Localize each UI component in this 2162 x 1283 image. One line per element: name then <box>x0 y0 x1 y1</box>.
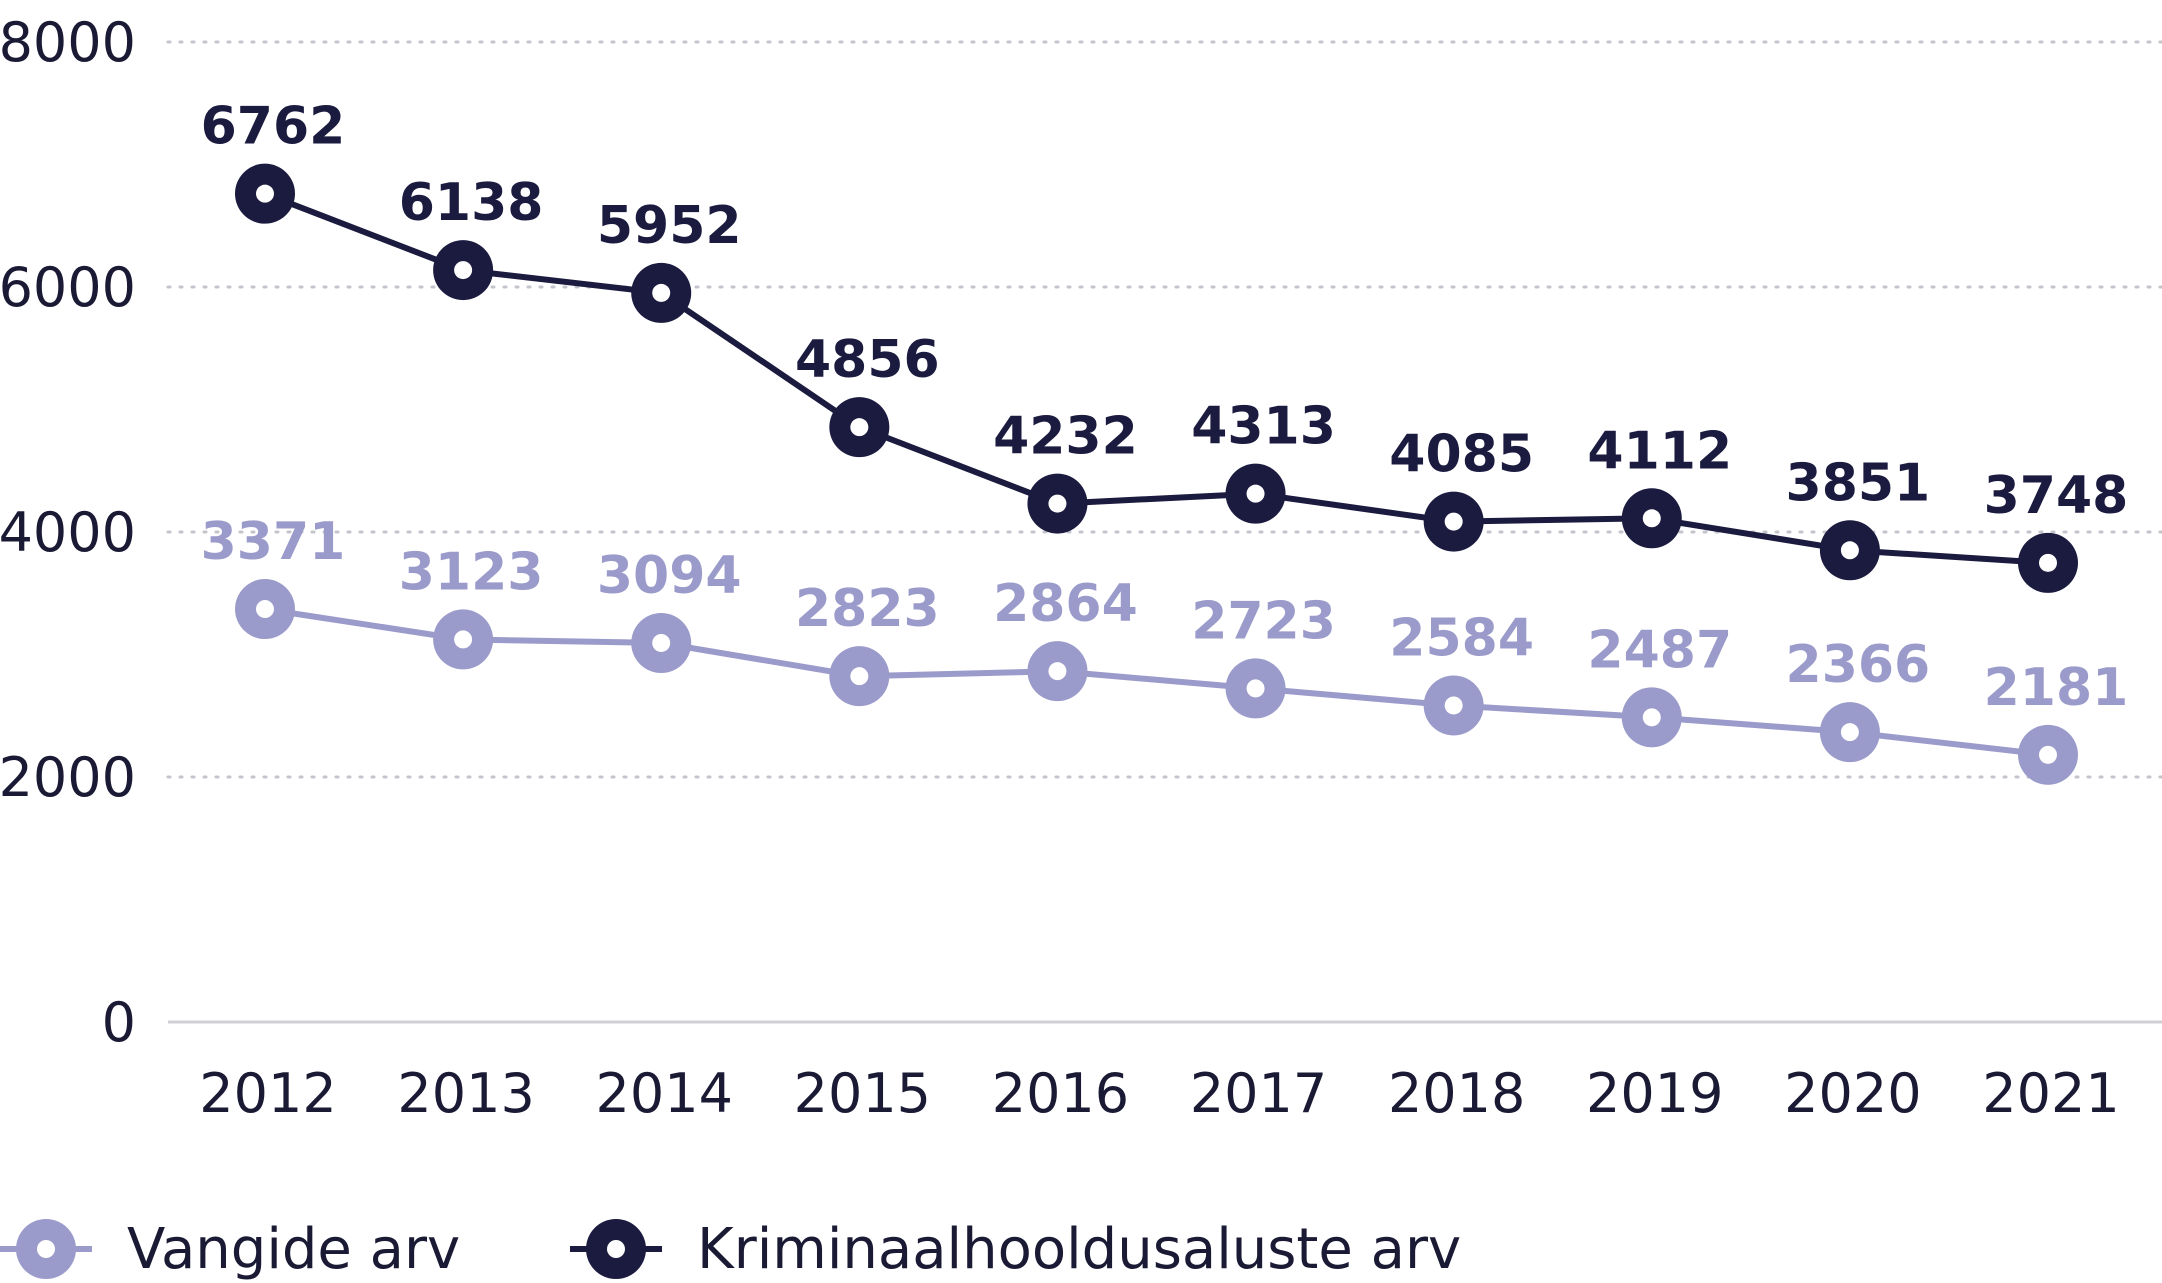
axes: 0 2000 4000 6000 8000 2012 2013 2014 2015 2016 201… <box>0 11 2162 1125</box>
data-label: 2823 <box>795 579 940 639</box>
data-label: 4313 <box>1191 397 1336 457</box>
series-line <box>263 190 2049 566</box>
x-tick-label: 2021 <box>1982 1062 2119 1125</box>
data-point <box>631 612 692 673</box>
legend-label: Vangide arv <box>127 1217 460 1282</box>
x-tick-label: 2015 <box>794 1062 931 1125</box>
data-label: 2366 <box>1786 635 1931 695</box>
x-tick-label: 2019 <box>1586 1062 1723 1125</box>
data-point <box>1621 687 1682 748</box>
y-tick-label: 0 <box>102 991 136 1054</box>
y-tick-label: 6000 <box>0 256 136 319</box>
x-tick-label: 2020 <box>1784 1062 1921 1125</box>
legend: Vangide arv Kriminaalhooldusaluste arv <box>0 1217 1461 1282</box>
x-tick-label: 2014 <box>596 1062 733 1125</box>
data-point <box>1027 641 1088 702</box>
data-label: 4112 <box>1587 421 1732 481</box>
series-lines <box>235 163 2078 785</box>
data-label: 3851 <box>1786 453 1931 513</box>
legend-item: Kriminaalhooldusaluste arv <box>570 1217 1461 1282</box>
x-tick-label: 2016 <box>992 1062 1129 1125</box>
data-label: 3094 <box>597 546 742 606</box>
data-point <box>433 240 494 301</box>
series-line <box>264 606 2049 758</box>
data-label: 3748 <box>1984 466 2129 526</box>
data-label: 2487 <box>1587 620 1732 680</box>
data-label: 3371 <box>201 512 346 572</box>
x-tick-label: 2012 <box>199 1062 336 1125</box>
data-point <box>1225 463 1286 524</box>
data-point <box>1819 702 1880 763</box>
y-tick-label: 4000 <box>0 501 136 564</box>
x-tick-label: 2018 <box>1388 1062 1525 1125</box>
data-label: 2584 <box>1389 608 1534 668</box>
data-label: 6138 <box>399 173 544 233</box>
data-label: 2864 <box>993 574 1138 634</box>
grid-lines <box>166 40 2162 779</box>
data-point <box>2018 532 2078 593</box>
data-point <box>235 579 295 640</box>
data-label: 4856 <box>795 330 940 390</box>
data-point <box>829 646 890 707</box>
data-label: 5952 <box>597 196 742 256</box>
x-tick-label: 2017 <box>1190 1062 1327 1125</box>
data-label: 3123 <box>399 542 544 602</box>
data-labels: 3371 3123 3094 2823 2864 2723 2584 2487 2366 2181… <box>201 97 2129 718</box>
data-label: 4085 <box>1389 425 1534 485</box>
legend-label: Kriminaalhooldusaluste arv <box>697 1217 1461 1282</box>
data-point <box>1819 520 1880 581</box>
data-point <box>1423 491 1484 552</box>
data-point <box>1225 658 1286 719</box>
data-point <box>433 609 494 670</box>
data-point <box>1621 488 1682 549</box>
data-point <box>631 262 692 323</box>
y-tick-label: 8000 <box>0 11 136 74</box>
legend-item: Vangide arv <box>0 1217 460 1282</box>
data-point <box>1423 675 1484 736</box>
data-point <box>1027 473 1088 534</box>
data-point <box>235 163 295 224</box>
data-label: 2181 <box>1984 658 2129 718</box>
y-tick-label: 2000 <box>0 746 136 809</box>
data-point <box>2018 724 2078 785</box>
x-tick-label: 2013 <box>397 1062 534 1125</box>
data-point <box>829 397 890 458</box>
data-label: 4232 <box>993 407 1138 467</box>
data-label: 6762 <box>201 97 346 157</box>
data-label: 2723 <box>1191 591 1336 651</box>
